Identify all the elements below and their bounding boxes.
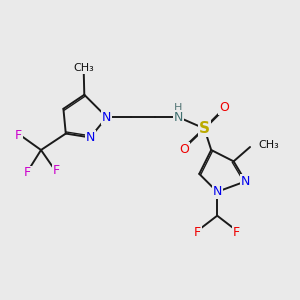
Text: CH₃: CH₃ [73, 64, 94, 74]
Text: N: N [174, 111, 183, 124]
Text: O: O [179, 142, 189, 156]
Text: N: N [212, 185, 222, 198]
Text: O: O [219, 101, 229, 114]
Text: F: F [15, 129, 22, 142]
Text: CH₃: CH₃ [258, 140, 279, 150]
Text: H: H [174, 103, 183, 113]
Text: N: N [85, 131, 95, 144]
Text: F: F [24, 167, 31, 179]
Text: N: N [241, 175, 250, 188]
Text: F: F [233, 226, 240, 238]
Text: F: F [194, 226, 201, 238]
Text: S: S [199, 121, 210, 136]
Text: F: F [52, 164, 59, 177]
Text: N: N [102, 111, 111, 124]
